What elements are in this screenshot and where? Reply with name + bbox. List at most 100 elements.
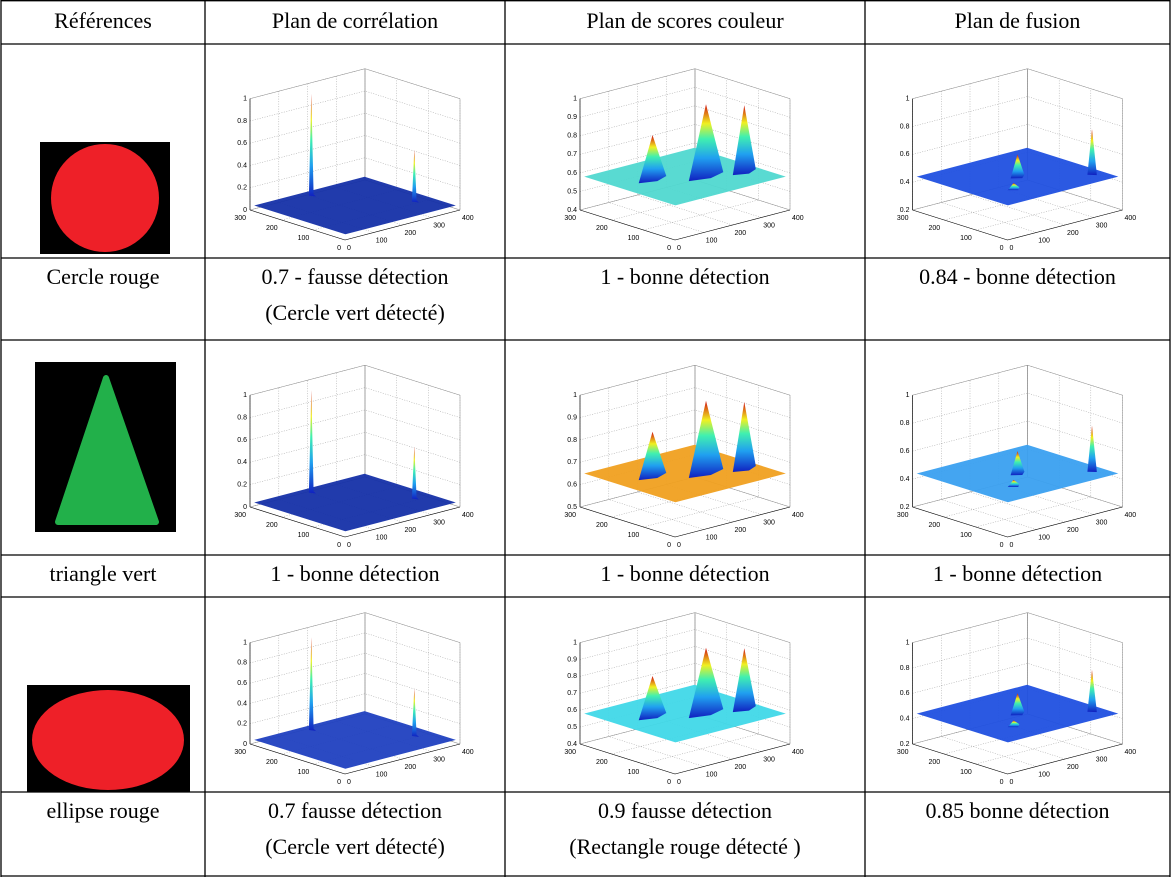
grid-line (944, 375, 1060, 518)
plot-axis (344, 506, 461, 538)
x-tick-label: 400 (462, 512, 474, 519)
x-tick-label: 200 (735, 230, 747, 237)
z-tick-label: 1 (573, 392, 577, 399)
x-tick-label: 100 (376, 237, 388, 244)
z-tick-label: 0 (243, 741, 247, 748)
z-tick-label: 1 (906, 392, 910, 399)
y-tick-label: 0 (337, 779, 341, 786)
y-tick-label: 100 (960, 532, 972, 539)
grid-line (912, 96, 1123, 127)
z-tick-label: 0.4 (237, 700, 247, 707)
x-tick-label: 300 (433, 756, 445, 763)
reference-label: Cercle rouge (47, 264, 160, 289)
plot-axis (249, 743, 346, 775)
y-tick-label: 200 (928, 225, 940, 232)
z-tick-label: 0.4 (237, 459, 247, 466)
reference-label: ellipse rouge (46, 798, 159, 823)
z-tick-label: 0.4 (900, 476, 910, 483)
surface-peak (1007, 720, 1020, 728)
y-tick-label: 0 (1000, 779, 1004, 786)
grid-line (249, 365, 366, 508)
grid-line (944, 78, 1060, 221)
x-tick-label: 300 (1096, 519, 1108, 526)
x-tick-label: 400 (462, 215, 474, 222)
z-tick-label: 1 (243, 392, 247, 399)
x-tick-label: 200 (1067, 527, 1079, 534)
x-tick-label: 100 (706, 771, 718, 778)
y-tick-label: 300 (234, 215, 246, 222)
grid-line (998, 620, 1094, 752)
plot-axis (249, 506, 346, 538)
x-tick-label: 100 (376, 534, 388, 541)
surface-peak (308, 637, 316, 731)
x-tick-label: 0 (1010, 779, 1014, 786)
y-tick-label: 0 (1000, 542, 1004, 549)
y-tick-label: 100 (960, 769, 972, 776)
z-tick-label: 0.7 (567, 151, 577, 158)
grid-line (249, 693, 461, 724)
column-header: Plan de corrélation (272, 8, 438, 33)
grid-line (637, 380, 733, 523)
grid-line (998, 76, 1094, 218)
z-tick-label: 0.6 (567, 481, 577, 488)
y-tick-label: 200 (596, 759, 608, 766)
grid-line (694, 365, 791, 508)
z-tick-label: 0.5 (567, 188, 577, 195)
y-tick-label: 300 (234, 512, 246, 519)
grid-line (608, 387, 704, 530)
grid-line (281, 375, 397, 518)
y-tick-label: 0 (337, 245, 341, 252)
grid-line (666, 620, 762, 752)
x-tick-label: 0 (347, 779, 351, 786)
surface-peak (732, 401, 756, 472)
x-tick-label: 200 (405, 230, 417, 237)
grid-line (579, 432, 791, 463)
reference-label: triangle vert (50, 561, 157, 586)
y-tick-label: 0 (337, 542, 341, 549)
surface-peak (638, 431, 667, 481)
grid-line (969, 627, 1066, 760)
surface-peak (688, 104, 724, 182)
z-tick-label: 0.4 (567, 207, 577, 214)
z-tick-label: 0.6 (237, 680, 247, 687)
y-tick-label: 300 (564, 749, 576, 756)
surface-peak (308, 93, 316, 197)
surface-peak (411, 446, 419, 500)
plot-axis (912, 743, 1008, 775)
grid-line (1007, 395, 1123, 538)
surface-peak (638, 676, 667, 721)
surface-peak (308, 390, 316, 494)
grid-line (579, 87, 791, 118)
z-tick-label: 0.8 (567, 437, 577, 444)
x-tick-label: 0 (347, 542, 351, 549)
x-tick-label: 300 (433, 519, 445, 526)
y-tick-label: 300 (564, 512, 576, 519)
result-text: (Rectangle rouge détecté ) (569, 834, 800, 859)
plot-axis (579, 743, 676, 775)
z-tick-label: 0.6 (900, 448, 910, 455)
grid-line (249, 612, 461, 643)
grid-line (941, 91, 1037, 233)
grid-line (941, 635, 1037, 767)
surface (254, 473, 456, 532)
grid-line (579, 68, 696, 211)
surface (584, 147, 786, 206)
result-text: 1 - bonne détection (270, 561, 439, 586)
z-tick-label: 0.4 (900, 179, 910, 186)
grid-line (674, 98, 791, 241)
grid-line (249, 432, 461, 463)
x-tick-label: 100 (706, 237, 718, 244)
grid-line (249, 454, 461, 485)
y-tick-label: 200 (266, 759, 278, 766)
grid-line (1027, 68, 1123, 211)
grid-line (666, 372, 762, 515)
x-tick-label: 0 (677, 542, 681, 549)
z-tick-label: 0.2 (900, 741, 910, 748)
surface-peak (1087, 670, 1097, 713)
surface-peak (1010, 693, 1025, 716)
grid-line (579, 612, 791, 643)
grid-line (344, 98, 461, 241)
grid-line (249, 632, 461, 664)
x-tick-label: 0 (677, 779, 681, 786)
z-tick-label: 0.8 (900, 123, 910, 130)
